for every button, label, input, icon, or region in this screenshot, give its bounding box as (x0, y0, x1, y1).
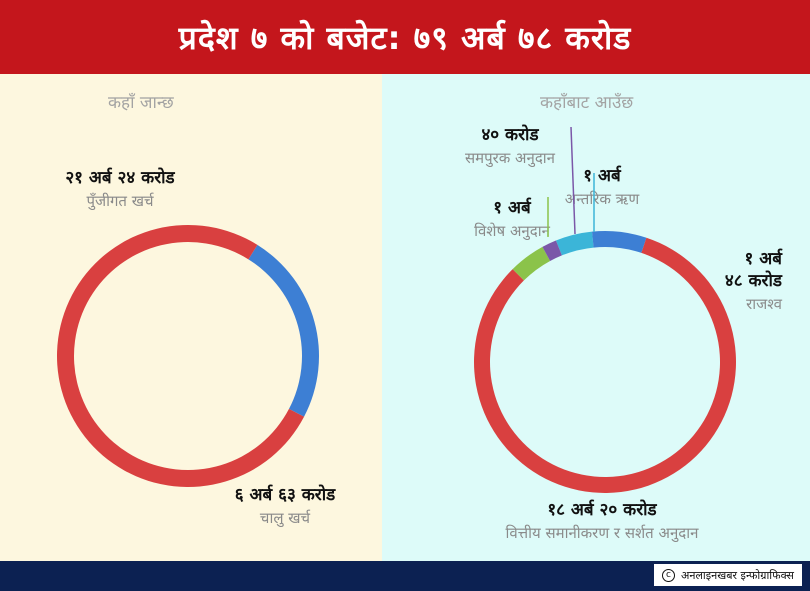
slice-name-label-3: विशेष अनुदान (474, 222, 550, 241)
slice-value-label-0: १ अर्ब (583, 165, 622, 186)
slice-name-label-1: चालु खर्च (260, 509, 311, 528)
slice-value-label-1-line-0: १ अर्ब (745, 248, 784, 269)
donut-slice-1 (591, 230, 647, 253)
slice-value-label-4: ४० करोड (481, 124, 539, 145)
slice-name-label-0: पुँजीगत खर्च (86, 192, 154, 211)
credit-badge: c अनलाइनखबर इन्फोग्राफिक्स (653, 564, 802, 586)
donut-slice-1 (248, 244, 319, 417)
spending-donut-chart: २१ अर्ब २४ करोड पुँजीगत खर्च ६ अर्ब ६३ करो… (57, 167, 336, 528)
slice-name-label-4: समपुरक अनुदान (465, 149, 556, 168)
slice-value-label-1: ६ अर्ब ६३ करोड (235, 484, 336, 505)
slice-value-label-1-line-1: ४८ करोड (725, 270, 783, 291)
slice-name-label-0: अन्तरिक ऋण (565, 190, 641, 208)
revenue-donut-chart: १ अर्बअन्तरिक ऋण१ अर्ब४८ करोडराजश्व१८ अर… (465, 124, 784, 543)
slice-value-label-3: १ अर्ब (493, 197, 532, 218)
copyright-icon: c (661, 568, 675, 582)
slice-value-label-2: १८ अर्ब २० करोड (547, 499, 657, 520)
slice-name-label-2: वित्तीय समानीकरण र सर्शत अनुदान (506, 524, 700, 543)
revenue-panel: कहाँबाट आउँछ १ अर्ब अन्तरिक ऋण १ अर्ब ४८ कर… (382, 74, 810, 561)
slice-name-label-1: राजश्व (746, 295, 783, 313)
donut-slice-3 (512, 246, 551, 281)
footer-bar: c अनलाइनखबर इन्फोग्राफिक्स (0, 561, 810, 591)
leader-line-4 (570, 126, 576, 235)
revenue-heading: कहाँबाट आउँछ (540, 93, 634, 113)
header-banner: प्रदेश ७ को बजेट: ७९ अर्ब ७८ करोड (0, 0, 810, 74)
donut-slice-0 (555, 231, 594, 256)
slice-value-label-0: २१ अर्ब २४ करोड (65, 167, 175, 188)
spending-heading: कहाँ जान्छ (108, 93, 174, 113)
donut-slice-4 (542, 240, 562, 261)
page-title: प्रदेश ७ को बजेट: ७९ अर्ब ७८ करोड (178, 18, 632, 57)
donut-slice-2 (474, 237, 736, 494)
spending-panel: कहाँ जान्छ २१ अर्ब २४ करोड पुँजीगत खर्च ६ … (0, 74, 382, 561)
credit-text: अनलाइनखबर इन्फोग्राफिक्स (680, 568, 794, 582)
